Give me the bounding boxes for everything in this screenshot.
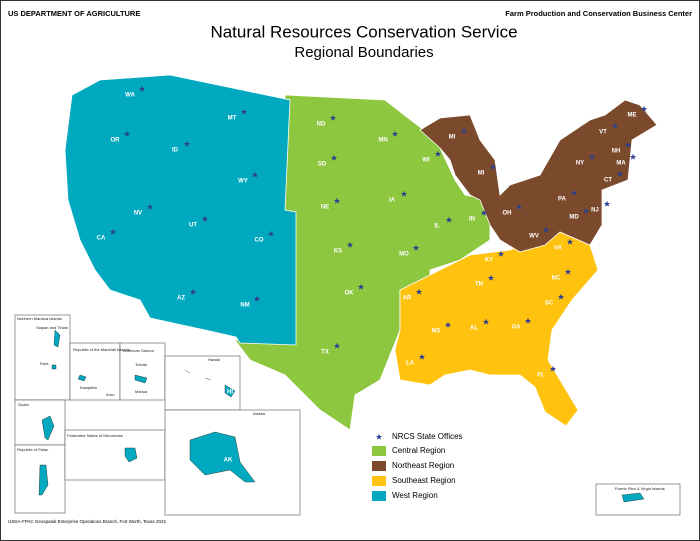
- state-label: SC: [545, 301, 554, 307]
- inset-label: American Samoa: [123, 348, 154, 353]
- legend-swatch: [372, 446, 386, 456]
- state-label: AZ: [177, 296, 185, 302]
- state-label: IN: [469, 217, 475, 223]
- state-label: HI: [227, 390, 233, 396]
- state-label: TN: [475, 282, 483, 288]
- inset-label: Federated States of Micronesia: [67, 433, 123, 438]
- agency: US DEPARTMENT OF AGRICULTURE: [8, 9, 140, 18]
- state-label: OK: [345, 291, 355, 297]
- state-label: MO: [399, 252, 409, 258]
- inset-box: [164, 355, 241, 411]
- state-label: NJ: [591, 208, 599, 214]
- legend-label: Southeast Region: [392, 476, 456, 485]
- inset-label: Saipan and Tinian: [36, 325, 68, 330]
- state-label: CA: [97, 236, 106, 242]
- legend-label: NRCS State Offices: [392, 432, 463, 441]
- state-label: AL: [470, 326, 478, 332]
- state-label: NM: [240, 303, 249, 309]
- state-label: GA: [512, 325, 522, 331]
- legend-star: [375, 433, 383, 440]
- subtitle: Regional Boundaries: [294, 44, 433, 61]
- legend-swatch: [372, 461, 386, 471]
- inset-label: Republic of Palau: [17, 447, 48, 452]
- inset-label: Puerto Rico & Virgin Islands: [615, 486, 665, 491]
- legend-swatch: [372, 476, 386, 486]
- state-label: NY: [576, 161, 584, 167]
- west-region: [64, 74, 297, 346]
- state-label: CT: [604, 178, 612, 184]
- inset-label: Hawaii: [208, 357, 220, 362]
- inset-box: [14, 399, 66, 446]
- state-label: MI: [449, 135, 456, 141]
- footer: USDA-FPAC Geospatial Enterprise Operatio…: [8, 519, 167, 524]
- inset-label: Rota: [40, 361, 49, 366]
- inset-label: Alaska: [253, 411, 266, 416]
- state-label: WI: [422, 158, 430, 164]
- state-label: NH: [612, 149, 621, 155]
- state-label: WA: [125, 93, 135, 99]
- state-label: WY: [238, 179, 248, 185]
- state-label: IA: [389, 198, 396, 204]
- state-label: VA: [554, 246, 563, 252]
- center: Farm Production and Conservation Busines…: [505, 9, 692, 18]
- state-label: LA: [406, 361, 415, 367]
- state-label: NE: [321, 205, 329, 211]
- inset-box: [69, 342, 121, 401]
- inset-label: Tutuila: [135, 362, 148, 367]
- state-label: ME: [628, 113, 637, 119]
- state-label: PA: [558, 197, 567, 203]
- legend-label: Central Region: [392, 446, 445, 455]
- state-label: CO: [255, 238, 264, 244]
- state-label: IL: [434, 224, 440, 230]
- state-label: AK: [224, 458, 233, 464]
- legend-label: Northeast Region: [392, 461, 454, 470]
- state-label: ND: [317, 122, 326, 128]
- inset-label: Guam: [18, 402, 30, 407]
- state-label: NV: [134, 211, 142, 217]
- state-label: UT: [189, 223, 197, 229]
- state-label: MA: [616, 161, 626, 167]
- island: [38, 329, 645, 503]
- inset-label: Northern Mariana Islands: [17, 316, 62, 321]
- state-label: MD: [569, 215, 579, 221]
- inset-label: Manua: [135, 389, 148, 394]
- state-label: MN: [378, 138, 387, 144]
- inset-box: [14, 314, 71, 401]
- state-label: MI: [478, 171, 485, 177]
- state-label: ID: [172, 148, 179, 154]
- state-label: KS: [334, 249, 342, 255]
- state-label: SD: [318, 162, 327, 168]
- inset-label: Republic of the Marshall Islands: [73, 347, 130, 352]
- state-label: AR: [403, 296, 412, 302]
- state-label: TX: [321, 350, 329, 356]
- state-label: MS: [432, 329, 441, 335]
- northeast-region: [419, 99, 658, 253]
- inset-label: Kwajalein: [80, 385, 97, 390]
- state-label: NC: [552, 276, 561, 282]
- title: Natural Resources Conservation Service: [210, 22, 517, 41]
- state-label: OR: [111, 138, 121, 144]
- state-label: MT: [228, 116, 237, 122]
- inset-box: [64, 429, 166, 481]
- state-label: KY: [485, 258, 493, 264]
- state-label: FL: [537, 373, 545, 379]
- state-label: OH: [503, 211, 512, 217]
- inset-label: Arno: [106, 392, 115, 397]
- legend-swatch: [372, 491, 386, 501]
- state-label: WV: [529, 234, 539, 240]
- state-office: [603, 200, 611, 207]
- legend-label: West Region: [392, 491, 438, 500]
- state-label: VT: [599, 130, 607, 136]
